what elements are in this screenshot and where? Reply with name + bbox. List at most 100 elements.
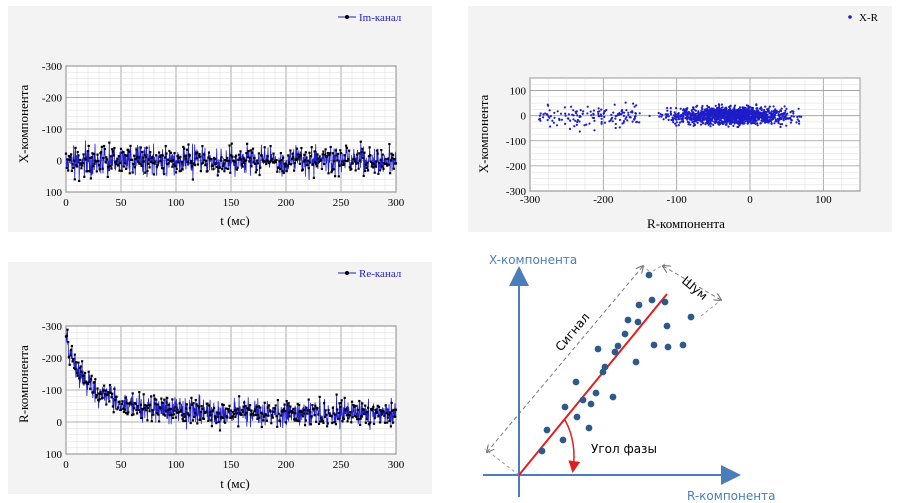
data-point: [358, 152, 361, 155]
data-point: [372, 422, 376, 425]
data-point: [303, 408, 306, 412]
data-point: [352, 404, 355, 407]
data-point: [370, 165, 373, 168]
data-point: [303, 153, 306, 156]
data-point: [696, 118, 699, 121]
data-point: [597, 114, 600, 118]
data-point: [385, 162, 388, 165]
x-tick-label: 150: [223, 459, 240, 471]
data-point: [165, 401, 168, 404]
data-point: [721, 106, 724, 109]
data-point: [205, 410, 208, 413]
data-point: [339, 149, 342, 152]
data-point: [339, 152, 343, 155]
data-point: [262, 415, 266, 418]
data-point: [376, 152, 379, 155]
data-point: [722, 110, 725, 113]
data-point: [341, 160, 344, 163]
data-point: [75, 372, 79, 375]
data-point: [148, 410, 151, 413]
data-point: [147, 162, 150, 165]
data-point: [152, 173, 156, 176]
data-point: [95, 396, 98, 399]
data-point: [673, 117, 676, 120]
data-point: [219, 159, 222, 162]
y-tick-label: 0: [521, 111, 527, 123]
data-point: [72, 358, 75, 361]
data-point: [712, 123, 715, 126]
data-point: [103, 144, 106, 148]
data-point: [728, 107, 732, 110]
data-point: [792, 110, 795, 113]
data-point: [177, 161, 180, 164]
data-point: [364, 404, 367, 407]
data-point: [798, 115, 801, 118]
data-point: [621, 111, 624, 114]
data-point: [78, 366, 81, 370]
data-point: [755, 103, 758, 106]
data-point: [340, 399, 343, 402]
data-point: [568, 127, 572, 130]
data-point: [354, 169, 357, 172]
data-point: [775, 109, 778, 112]
data-point: [359, 423, 362, 426]
xr-scatter-chart: 100 0 -100 -200 -300 -300 -200 -100 0 100 X-комп…: [476, 12, 879, 231]
data-point: [728, 116, 731, 119]
data-point: [740, 115, 743, 119]
data-point: [139, 403, 142, 406]
data-point: [245, 152, 248, 155]
data-point: [139, 162, 142, 165]
data-point: [716, 116, 719, 120]
noise-extension-line: [652, 263, 666, 272]
data-point: [93, 162, 96, 165]
data-point: [394, 415, 397, 418]
data-point: [166, 396, 169, 399]
data-point: [553, 116, 556, 119]
data-point: [283, 162, 286, 165]
data-point: [364, 169, 367, 173]
data-point: [166, 158, 169, 161]
data-point: [387, 413, 390, 416]
data-point: [336, 159, 339, 162]
data-point: [778, 114, 781, 117]
data-point: [563, 106, 566, 109]
data-point: [199, 418, 202, 422]
data-point: [756, 124, 759, 127]
data-point: [560, 118, 563, 121]
data-point: [169, 414, 172, 417]
data-point: [142, 160, 145, 163]
data-point: [366, 161, 369, 164]
y-tick-label: 100: [510, 86, 527, 98]
data-point: [779, 125, 782, 129]
data-point: [365, 418, 368, 421]
data-point: [759, 122, 762, 125]
data-point: [209, 414, 212, 417]
data-point: [625, 116, 628, 119]
data-point: [380, 410, 383, 413]
data-point: [724, 123, 727, 126]
data-point: [317, 422, 321, 425]
data-point: [113, 146, 116, 150]
data-point: [223, 170, 226, 173]
data-point: [271, 416, 274, 419]
data-point: [576, 120, 579, 124]
data-point: [284, 163, 288, 166]
data-point: [152, 394, 156, 397]
data-point: [546, 118, 549, 122]
data-point: [301, 168, 304, 171]
data-point: [115, 395, 118, 398]
data-point: [767, 107, 770, 110]
data-point: [624, 101, 627, 104]
im-channel-chart-panel: -300 -200 -100 0 100 0 50 100 150 200 250 300 X-ко…: [8, 6, 432, 232]
data-point: [751, 114, 754, 117]
data-point: [295, 147, 299, 150]
data-point: [298, 162, 301, 165]
data-point: [218, 412, 221, 415]
data-point: [585, 123, 588, 126]
data-point: [98, 398, 101, 401]
data-point: [114, 398, 117, 402]
data-point: [756, 122, 759, 125]
data-point: [201, 145, 204, 148]
data-point: [197, 154, 200, 157]
data-point: [386, 164, 389, 167]
